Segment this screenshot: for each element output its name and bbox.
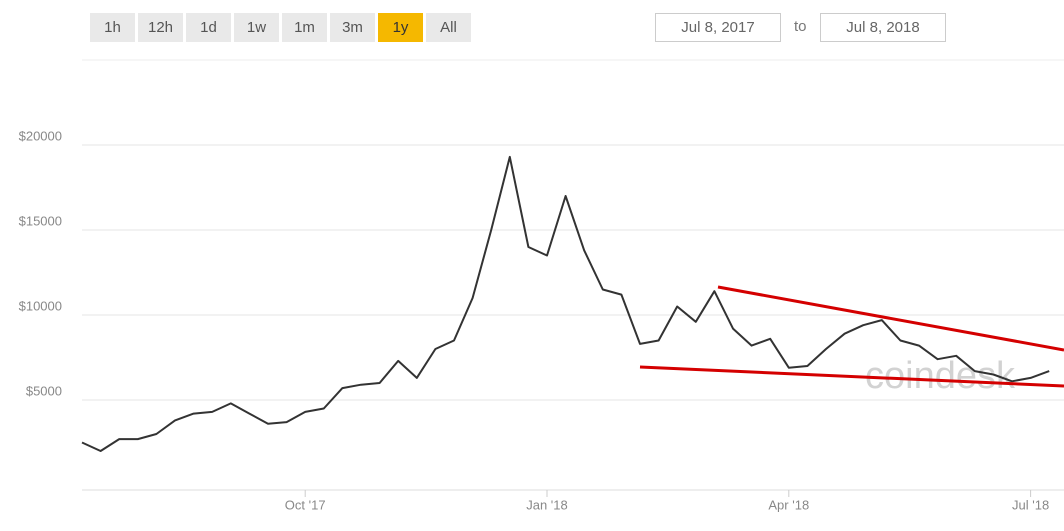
- range-button[interactable]: 1w: [234, 13, 279, 42]
- date-from[interactable]: Jul 8, 2017: [655, 13, 781, 42]
- range-button[interactable]: 1d: [186, 13, 231, 42]
- range-button[interactable]: 1m: [282, 13, 327, 42]
- y-tick-label: $10000: [19, 298, 62, 313]
- watermark: coindesk: [865, 355, 1016, 397]
- range-button[interactable]: 1h: [90, 13, 135, 42]
- x-tick-label: Jul '18: [1012, 497, 1049, 512]
- y-tick-label: $20000: [19, 128, 62, 143]
- y-tick-label: $5000: [26, 383, 62, 398]
- date-separator: to: [794, 18, 807, 35]
- range-button[interactable]: 3m: [330, 13, 375, 42]
- date-to[interactable]: Jul 8, 2018: [820, 13, 946, 42]
- x-tick-label: Oct '17: [285, 497, 326, 512]
- y-tick-label: $15000: [19, 213, 62, 228]
- x-tick-label: Jan '18: [526, 497, 568, 512]
- range-button[interactable]: 12h: [138, 13, 183, 42]
- price-line: [81, 155, 1050, 452]
- range-button[interactable]: All: [426, 13, 471, 42]
- trend-upper: [717, 285, 1064, 352]
- x-tick-label: Apr '18: [768, 497, 809, 512]
- trend-lower: [639, 365, 1064, 388]
- range-button[interactable]: 1y: [378, 13, 423, 42]
